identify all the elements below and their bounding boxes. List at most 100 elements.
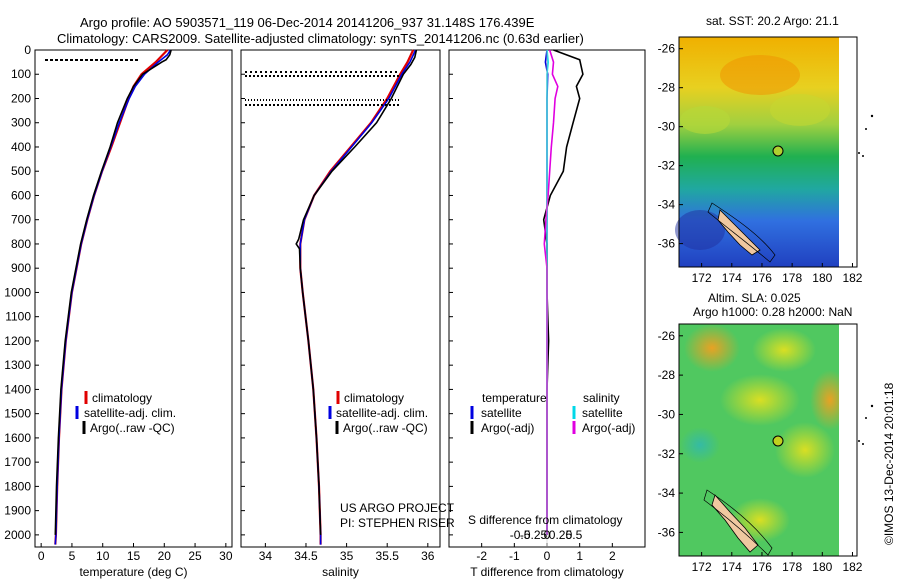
lat-tick-label: -34 (658, 198, 676, 212)
lon-tick-label: 178 (782, 271, 802, 285)
series-line (295, 49, 418, 535)
lon-tick-label: 172 (692, 271, 712, 285)
lat-tick-label: -26 (658, 329, 676, 343)
depth-tick-label: 1300 (4, 358, 31, 372)
legend-salinity-title: salinity (583, 391, 620, 405)
depth-tick-label: 1200 (4, 334, 31, 348)
island-dots (858, 114, 874, 157)
depth-tick-label: 1700 (4, 455, 31, 469)
lon-tick-label: 180 (812, 560, 832, 574)
depth-tick-label: 800 (11, 237, 31, 251)
lon-tick-label: 174 (722, 271, 742, 285)
legend-s-satellite: satellite (582, 406, 623, 420)
s-tick-label: -0.25 (520, 528, 548, 542)
lat-tick-label: -28 (658, 368, 676, 382)
x-axis-label: T difference from climatology (470, 565, 624, 579)
lat-tick-label: -28 (658, 81, 676, 95)
watermark: ©IMOS 13-Dec-2014 20:01:18 (882, 382, 896, 545)
sst-map-axes: -26 -28 -30 -32 -34 -36 172 174 176 178 180 182 (658, 42, 863, 285)
lat-tick-label: -32 (658, 159, 676, 173)
difference-legend: temperature satellite Argo(-adj) salinit… (470, 391, 635, 435)
landmass (717, 209, 761, 256)
float-position-marker (772, 435, 784, 447)
legend-temperature-title: temperature (482, 391, 547, 405)
depth-tick-label: 1900 (4, 504, 31, 518)
legend-t-satellite: satellite (481, 406, 522, 420)
x-tick-label: 0 (38, 549, 45, 563)
x-axis-label: temperature (deg C) (79, 565, 187, 579)
lon-tick-label: 172 (692, 560, 712, 574)
s-tick-label: -0.5 (510, 528, 531, 542)
lat-tick-label: -30 (658, 407, 676, 421)
argo-raw-surface-points (45, 59, 400, 106)
sla-map-title-2: Argo h1000: 0.28 h2000: NaN (693, 305, 852, 319)
s-difference-title: S difference from climatology (468, 513, 623, 527)
x-axis-label: salinity (322, 565, 359, 579)
x-tick-label: -2 (476, 549, 487, 563)
x-tick-label: 34.5 (294, 549, 318, 563)
x-tick-label: 20 (158, 549, 172, 563)
s-tick-label: 0.5 (566, 528, 583, 542)
depth-tick-label: 400 (11, 140, 31, 154)
lat-tick-label: -36 (658, 237, 676, 251)
depth-tick-label: 900 (11, 261, 31, 275)
series-line (542, 49, 584, 535)
x-tick-label: 0 (544, 549, 551, 563)
x-tick-label: 2 (609, 549, 616, 563)
lat-tick-label: -30 (658, 120, 676, 134)
x-tick-label: 15 (127, 549, 141, 563)
legend-argo: Argo(..raw -QC) (343, 421, 428, 435)
x-tick-label: -1 (509, 549, 520, 563)
lat-tick-label: -26 (658, 42, 676, 56)
x-tick-label: 35 (340, 549, 354, 563)
lat-tick-label: -36 (658, 525, 676, 539)
header-line-2: Climatology: CARS2009. Satellite-adjuste… (57, 31, 584, 46)
lon-tick-label: 178 (782, 560, 802, 574)
x-tick-label: 35.5 (376, 549, 400, 563)
depth-tick-label: 500 (11, 164, 31, 178)
legend-climatology: climatology (344, 391, 404, 405)
legend-t-argo: Argo(-adj) (481, 421, 534, 435)
depth-tick-label: 1000 (4, 285, 31, 299)
float-position-marker (772, 145, 784, 157)
lon-tick-label: 176 (752, 271, 772, 285)
lon-tick-label: 182 (842, 271, 862, 285)
s-tick-label: 0.25 (549, 528, 573, 542)
profile-legend-temperature: climatology satellite-adj. clim. Argo(..… (75, 391, 176, 435)
profile-lines (54, 49, 584, 547)
header-line-1: Argo profile: AO 5903571_119 06-Dec-2014… (80, 15, 535, 30)
lon-tick-label: 176 (752, 560, 772, 574)
x-tick-label: 25 (188, 549, 202, 563)
legend-satellite-adj: satellite-adj. clim. (336, 406, 428, 420)
depth-tick-label: 2000 (4, 528, 31, 542)
lat-tick-label: -32 (658, 447, 676, 461)
depth-tick-label: 700 (11, 213, 31, 227)
x-tick-label: 36 (421, 549, 435, 563)
sst-map: sat. SST: 20.2 Argo: 21.1 (675, 14, 874, 268)
salinity-panel (240, 49, 441, 548)
pi-credit: PI: STEPHEN RISER (340, 516, 455, 530)
depth-tick-label: 100 (11, 67, 31, 81)
legend-argo: Argo(..raw -QC) (90, 421, 175, 435)
series-line (54, 49, 172, 535)
x-tick-label: 34 (259, 549, 273, 563)
island-dots (858, 404, 874, 445)
depth-tick-label: 1600 (4, 431, 31, 445)
x-tick-label: 5 (69, 549, 76, 563)
legend-satellite-adj: satellite-adj. clim. (84, 406, 176, 420)
sla-map-title-1: Altim. SLA: 0.025 (708, 291, 801, 305)
legend-climatology: climatology (92, 391, 152, 405)
depth-tick-label: 600 (11, 188, 31, 202)
depth-tick-label: 300 (11, 116, 31, 130)
series-line (54, 49, 172, 545)
landmass (711, 494, 759, 553)
lon-tick-label: 180 (812, 271, 832, 285)
temperature-panel (34, 49, 233, 548)
series-line (54, 49, 169, 545)
legend-s-argo: Argo(-adj) (582, 421, 635, 435)
lon-tick-label: 174 (722, 560, 742, 574)
sla-map-axes: -26 -28 -30 -32 -34 -36 172 174 176 178 180 182 (658, 329, 863, 574)
